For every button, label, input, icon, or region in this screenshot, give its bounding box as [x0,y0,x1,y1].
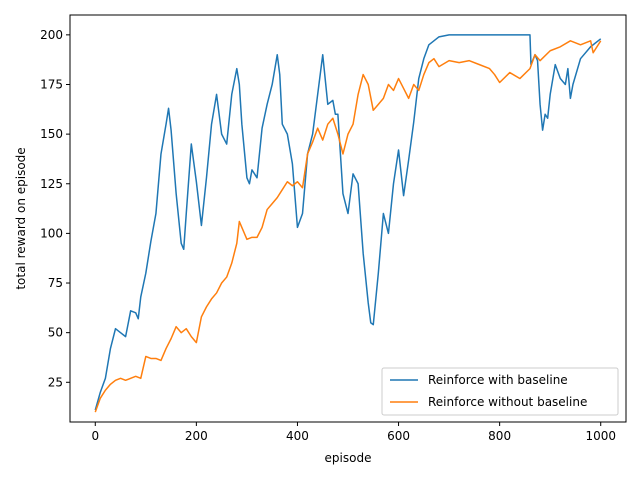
y-tick-label: 100 [40,226,63,240]
legend-label-with-baseline: Reinforce with baseline [428,373,568,387]
legend-label-without-baseline: Reinforce without baseline [428,395,587,409]
legend-box [381,367,619,416]
y-tick-label: 125 [40,177,63,191]
x-axis-label: episode [325,451,372,465]
y-tick-label: 175 [40,77,63,91]
x-tick-label: 200 [185,429,208,443]
x-tick-label: 600 [387,429,410,443]
x-tick-label: 400 [286,429,309,443]
series-layer [94,34,602,413]
y-tick-label: 200 [40,28,63,42]
y-tick-label: 75 [48,276,63,290]
x-axis: 0 200 400 600 800 1000 [91,422,616,443]
x-tick-label: 1000 [585,429,616,443]
y-axis: 25 50 75 100 125 150 175 200 [40,28,70,389]
plot-frame [69,14,627,423]
series-line-1 [94,40,602,413]
legend: Reinforce with baseline Reinforce withou… [381,367,619,416]
y-tick-label: 150 [40,127,63,141]
x-tick-label: 0 [91,429,99,443]
y-tick-label: 50 [48,326,63,340]
x-tick-label: 800 [488,429,511,443]
y-axis-label: total reward on episode [14,147,28,289]
y-tick-label: 25 [48,375,63,389]
